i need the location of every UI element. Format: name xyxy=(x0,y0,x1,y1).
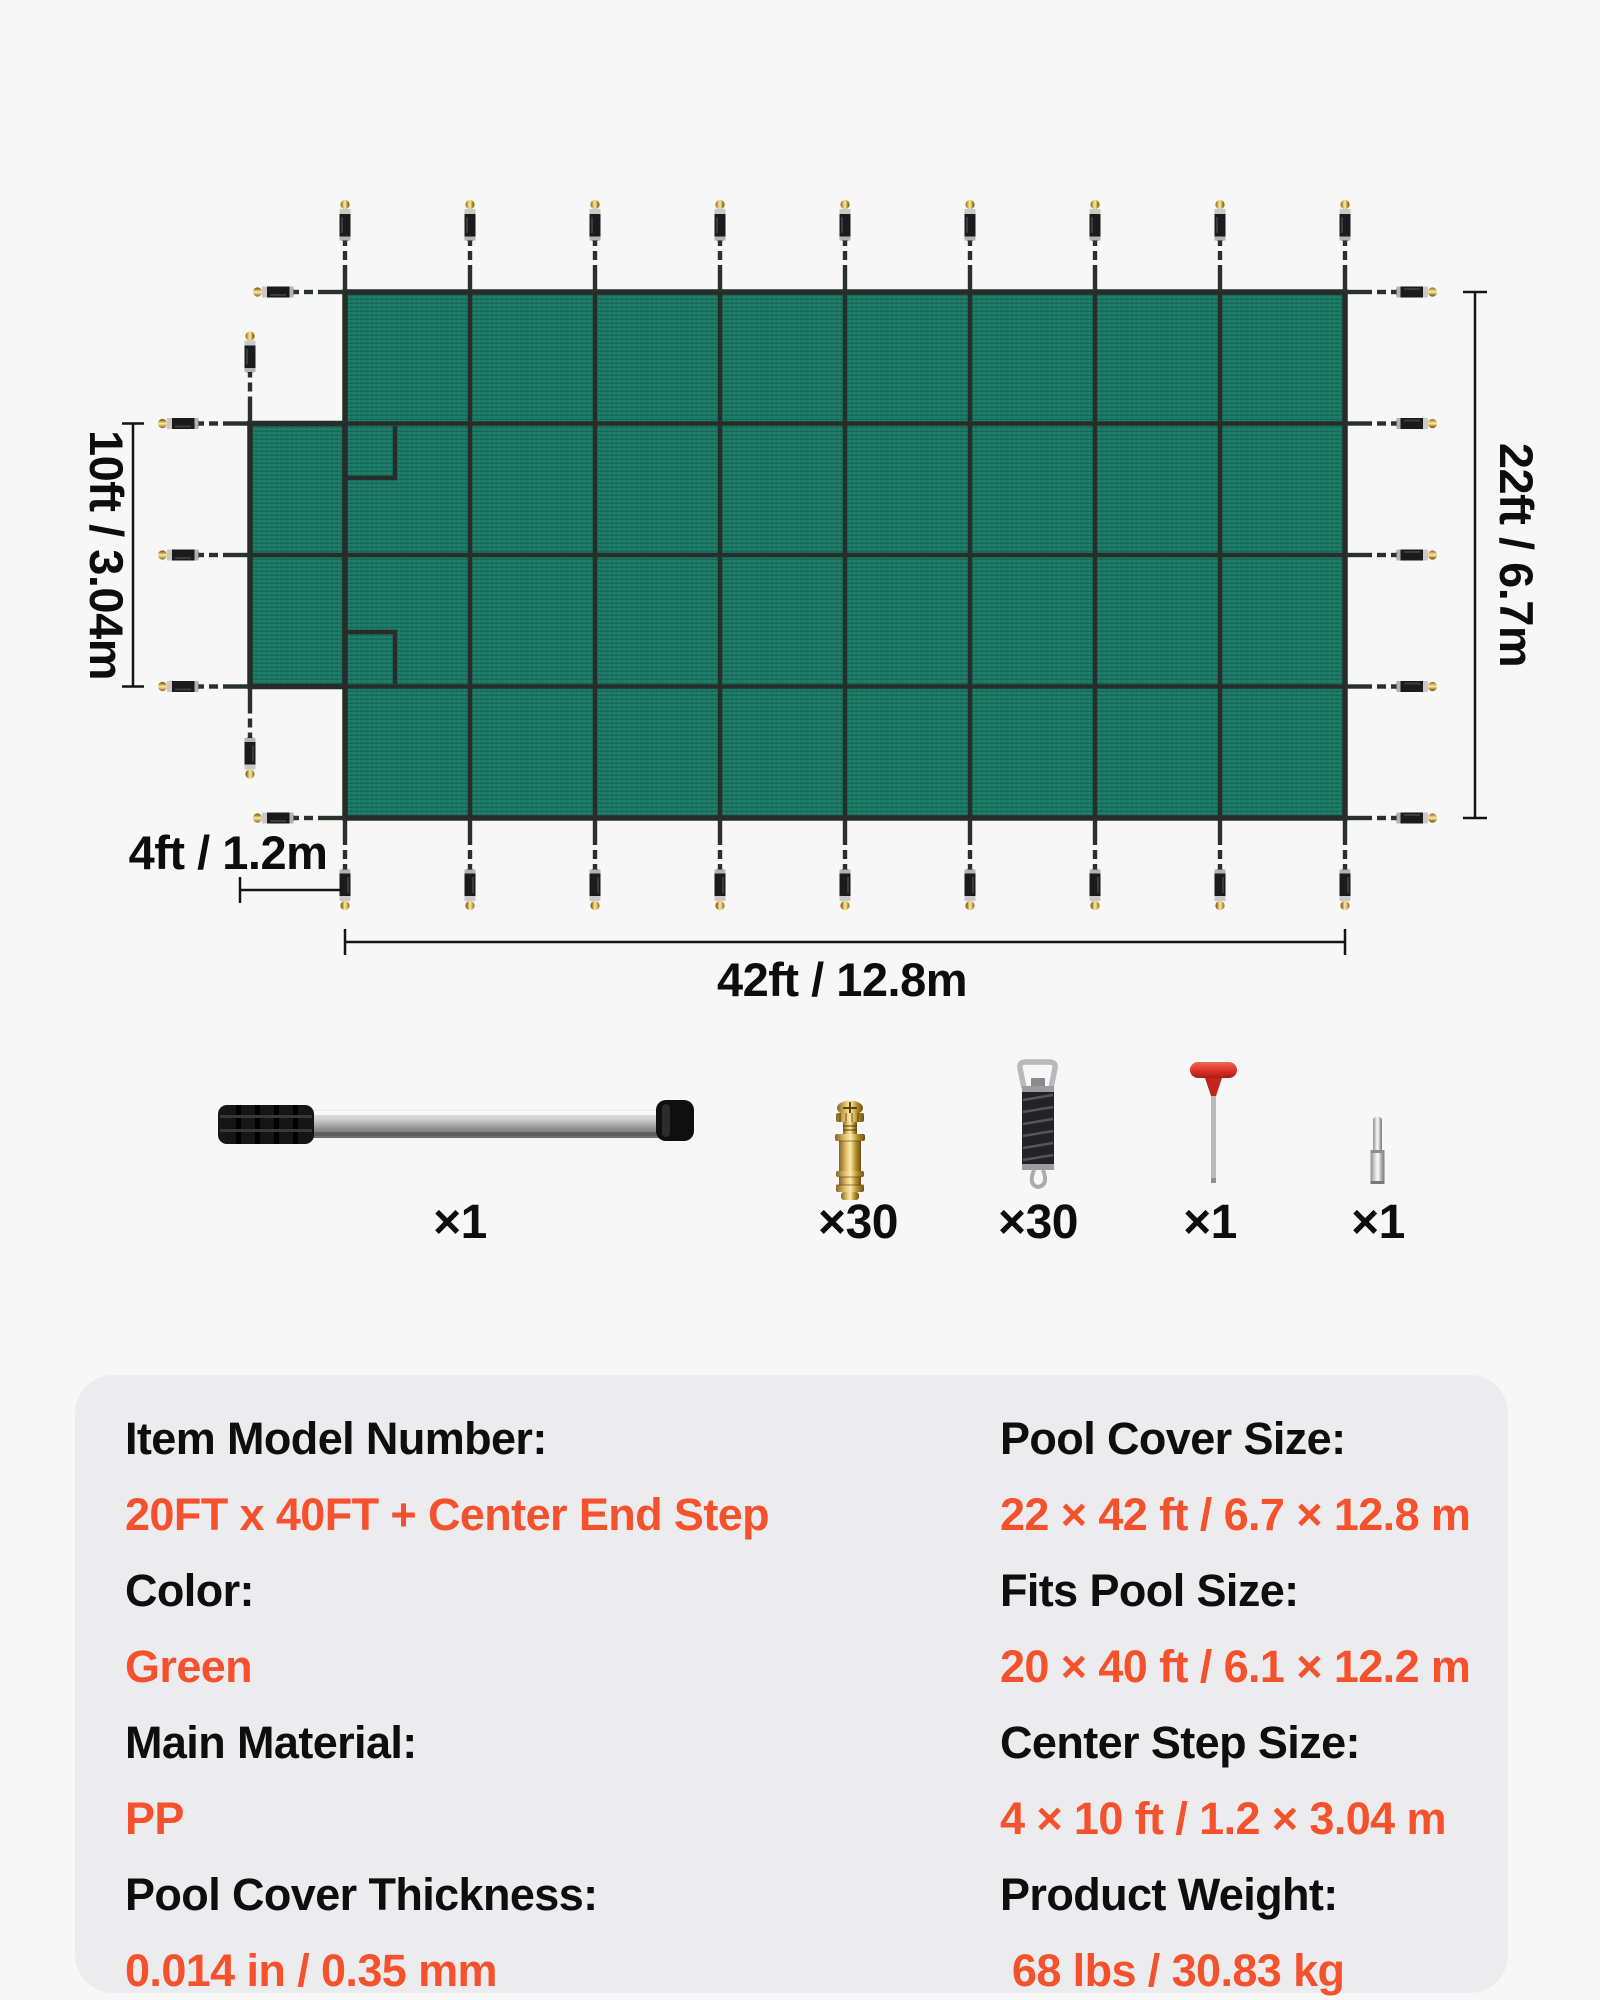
brass-anchor xyxy=(835,1100,865,1200)
rod-count-label: ×1 xyxy=(433,1196,487,1249)
spec-value-model: 20FT x 40FT + Center End Step xyxy=(125,1489,770,1540)
t-handle-tool xyxy=(1190,1062,1237,1183)
spec-label-material: Main Material: xyxy=(125,1717,417,1768)
dim-line-step-width xyxy=(122,422,144,688)
cover-height-label: 22ft / 6.7m xyxy=(1490,443,1543,667)
step-depth-label: 4ft / 1.2m xyxy=(129,826,328,879)
spec-label-fits-pool: Fits Pool Size: xyxy=(1000,1565,1299,1616)
spec-value-step-size: 4 × 10 ft / 1.2 × 3.04 m xyxy=(1000,1793,1446,1844)
spec-value-thickness: 0.014 in / 0.35 mm xyxy=(125,1945,498,1996)
t-handle-grip xyxy=(1190,1062,1237,1078)
dim-line-cover-height xyxy=(1463,290,1487,820)
spec-value-material: PP xyxy=(125,1793,184,1844)
rod-end-cap xyxy=(656,1100,694,1141)
spring-hook xyxy=(1029,1169,1048,1190)
pool-cover-diagram: 10ft / 3.04m 22ft / 6.7m 4ft / 1.2m 42ft… xyxy=(80,199,1543,1249)
cover-grid-straps xyxy=(250,292,1345,818)
spring-buckle xyxy=(1017,1059,1058,1089)
spec-column-right: Pool Cover Size: 22 × 42 ft / 6.7 × 12.8… xyxy=(1000,1401,1500,2000)
spec-label-cover-size: Pool Cover Size: xyxy=(1000,1413,1346,1464)
anchor-count-label: ×30 xyxy=(818,1196,898,1249)
dim-line-cover-width xyxy=(343,929,1347,955)
spec-label-step-size: Center Step Size: xyxy=(1000,1717,1360,1768)
cover-shape xyxy=(247,289,1348,821)
cover-width-label: 42ft / 12.8m xyxy=(717,953,967,1006)
spec-value-cover-size: 22 × 42 ft / 6.7 × 12.8 m xyxy=(1000,1489,1471,1540)
t-handle-count-label: ×1 xyxy=(1183,1196,1237,1249)
spec-value-weight: 68 lbs / 30.83 kg xyxy=(1000,1945,1345,1996)
pin-count-label: ×1 xyxy=(1351,1196,1405,1249)
spec-value-color: Green xyxy=(125,1641,253,1692)
rod-grip xyxy=(218,1105,314,1144)
step-width-label: 10ft / 3.04m xyxy=(80,430,133,680)
spring-count-label: ×30 xyxy=(998,1196,1078,1249)
spec-label-thickness: Pool Cover Thickness: xyxy=(125,1869,598,1920)
dim-line-step-depth xyxy=(238,877,342,903)
spec-label-weight: Product Weight: xyxy=(1000,1869,1338,1920)
spec-panel: Item Model Number: 20FT x 40FT + Center … xyxy=(75,1375,1508,1996)
step-notch-bottom xyxy=(347,629,398,684)
tamping-pin xyxy=(1370,1117,1385,1184)
step-notch-top xyxy=(347,426,398,481)
installation-rod xyxy=(218,1100,694,1144)
spec-value-fits-pool: 20 × 40 ft / 6.1 × 12.2 m xyxy=(1000,1641,1471,1692)
spec-label-model: Item Model Number: xyxy=(125,1413,547,1464)
dimension-lines xyxy=(122,290,1487,955)
cover-spring xyxy=(1017,1059,1058,1190)
spec-column-left: Item Model Number: 20FT x 40FT + Center … xyxy=(125,1401,985,2000)
spec-label-color: Color: xyxy=(125,1565,254,1616)
